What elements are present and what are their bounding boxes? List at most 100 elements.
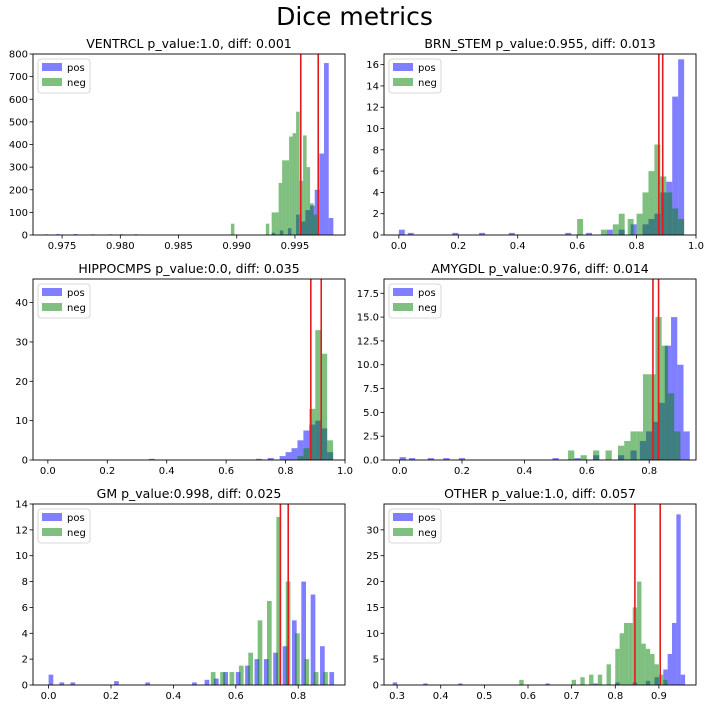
y-tick-label: 4 [373, 188, 379, 199]
bar-neg [230, 223, 235, 235]
bar-pos [263, 659, 269, 685]
x-tick-label: 0.985 [164, 241, 193, 252]
y-tick-label: 12 [15, 525, 28, 536]
legend: pos neg [37, 58, 91, 94]
bar-neg [568, 450, 575, 460]
y-tick-label: 0 [373, 681, 379, 692]
y-tick-label: 5 [373, 655, 379, 666]
legend-swatch-pos [393, 513, 413, 521]
x-tick-label: 0.4 [510, 241, 526, 252]
subplot-title: GM p_value:0.998, diff: 0.025 [97, 486, 282, 501]
y-tick-label: 100 [9, 208, 28, 219]
y-tick-label: 0 [373, 231, 379, 242]
bar-pos [192, 682, 197, 685]
y-tick-label: 8 [373, 145, 379, 156]
bar-pos [235, 672, 241, 685]
legend-swatch-pos [42, 63, 62, 71]
bar-neg [672, 208, 679, 235]
x-tick-label: 0.9 [651, 691, 667, 702]
x-tick-label: 0.8 [290, 691, 306, 702]
y-tick-label: 0 [22, 456, 28, 467]
bar-pos [320, 646, 325, 685]
y-tick-label: 20 [15, 377, 28, 388]
legend-label-pos: pos [67, 513, 85, 524]
bar-neg [282, 160, 286, 235]
bar-neg [315, 330, 322, 460]
bar-pos [56, 234, 60, 235]
legend-swatch-pos [393, 288, 413, 296]
x-tick-label: 0.6 [228, 691, 244, 702]
bar-pos [303, 430, 310, 460]
y-tick-label: 17.5 [357, 289, 379, 300]
y-tick-label: 16 [366, 60, 379, 71]
bar-pos [458, 683, 463, 685]
bar-pos [545, 683, 550, 685]
bar-pos [70, 682, 76, 685]
bar-neg [674, 431, 681, 460]
y-tick-label: 10 [366, 629, 379, 640]
legend-label-neg: neg [418, 78, 437, 89]
bar-neg [238, 665, 244, 685]
subplot-6: OTHER p_value:1.0, diff: 0.057 0.3 0.4 0.5 0… [366, 486, 697, 702]
bar-neg [296, 111, 300, 235]
bar-pos [427, 458, 434, 460]
y-tick-label: 0 [22, 681, 28, 692]
bar-neg [577, 219, 584, 235]
x-tick-label: 0.0 [391, 241, 407, 252]
bar-pos [245, 665, 250, 685]
bar-neg [645, 648, 651, 685]
x-tick-label: 0.8 [607, 691, 623, 702]
legend-swatch-neg [42, 303, 62, 311]
bar-pos [574, 458, 581, 460]
bar-neg [580, 455, 587, 460]
bar-pos [328, 218, 334, 235]
bar-pos [586, 232, 592, 235]
legend-label-neg: neg [418, 528, 437, 539]
legend-label-neg: neg [418, 303, 437, 314]
bar-neg [295, 633, 300, 685]
bar-neg [667, 393, 675, 460]
bar-neg [641, 643, 646, 685]
bar-pos [680, 674, 686, 685]
bar-neg [248, 652, 253, 685]
x-tick-label: 0.8 [278, 466, 294, 477]
bar-pos [443, 458, 450, 460]
bar-neg [648, 171, 655, 235]
bar-neg [624, 622, 629, 685]
bar-neg [327, 440, 334, 460]
bar-neg [636, 213, 643, 235]
bar-neg [519, 679, 524, 685]
bar-neg [229, 672, 235, 685]
x-tick-label: 0.7 [564, 691, 580, 702]
subplot-3: HIPPOCMPS p_value:0.0, diff: 0.035 0.0 0.2… [15, 261, 353, 477]
bar-pos [452, 232, 459, 235]
bar-neg [278, 182, 283, 235]
bar-neg [571, 679, 576, 685]
legend-swatch-neg [393, 528, 413, 536]
bar-pos [392, 682, 398, 685]
bar-neg [636, 431, 643, 460]
y-tick-label: 400 [9, 140, 28, 151]
bar-neg [654, 664, 659, 685]
bar-pos [565, 232, 572, 235]
subplot-title: VENTRCL p_value:1.0, diff: 0.001 [86, 36, 292, 51]
bar-pos [683, 431, 690, 460]
y-tick-label: 0 [22, 231, 28, 242]
axes-frame [383, 53, 697, 236]
x-tick-label: 0.6 [569, 241, 585, 252]
bar-neg [642, 374, 650, 460]
x-tick-label: 0.5 [476, 691, 492, 702]
bar-pos [479, 232, 486, 235]
bar-pos [408, 458, 416, 460]
bar-neg [666, 192, 673, 235]
bar-neg [210, 672, 216, 685]
legend-label-pos: pos [67, 288, 85, 299]
bar-neg [265, 223, 270, 235]
bar-neg [597, 674, 603, 685]
subplot-title: HIPPOCMPS p_value:0.0, diff: 0.035 [78, 261, 299, 276]
axes-frame [32, 503, 346, 686]
y-tick-label: 14 [15, 500, 28, 511]
y-tick-label: 10 [15, 416, 28, 427]
x-tick-label: 0.2 [103, 691, 119, 702]
bar-neg [658, 674, 664, 685]
